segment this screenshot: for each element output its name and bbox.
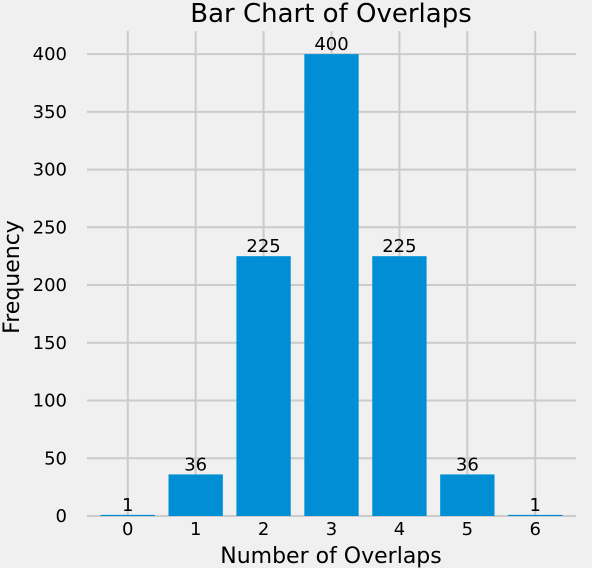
bar [372, 256, 427, 516]
bar-value-label: 1 [530, 495, 541, 516]
bar-value-label: 1 [122, 495, 133, 516]
bar-value-label: 225 [246, 236, 280, 257]
x-axis-label: Number of Overlaps [220, 544, 442, 568]
bars [100, 54, 563, 516]
y-tick-label: 250 [33, 217, 67, 238]
bar-value-label: 225 [382, 236, 416, 257]
bar [508, 514, 563, 516]
y-tick-label: 200 [33, 275, 67, 296]
y-tick-label: 400 [33, 44, 67, 65]
y-tick-label: 300 [33, 160, 67, 181]
y-tick-label: 150 [33, 333, 67, 354]
bar [304, 54, 359, 516]
x-tick-label: 4 [394, 519, 405, 540]
x-tick-label: 1 [190, 519, 201, 540]
bar-value-label: 36 [456, 454, 479, 475]
bar-value-label: 400 [314, 34, 348, 55]
bar [440, 474, 495, 516]
y-tick-label: 350 [33, 102, 67, 123]
bar-value-label: 36 [184, 454, 207, 475]
x-tick-label: 5 [462, 519, 473, 540]
x-tick-label: 0 [122, 519, 133, 540]
y-axis-label: Frequency [0, 220, 25, 334]
y-tick-label: 100 [33, 391, 67, 412]
bar [236, 256, 291, 516]
data-labels: 1 36 225 400 225 36 1 [122, 34, 541, 516]
x-axis-ticks: 0 1 2 3 4 5 6 [122, 519, 541, 540]
x-tick-label: 3 [326, 519, 337, 540]
y-axis-ticks: 0 50 100 150 200 250 300 350 400 [33, 44, 67, 527]
y-tick-label: 50 [44, 448, 67, 469]
bar [168, 474, 223, 516]
chart-title: Bar Chart of Overlaps [190, 0, 472, 29]
bar [100, 514, 155, 516]
y-tick-label: 0 [56, 506, 67, 527]
x-tick-label: 6 [530, 519, 541, 540]
x-tick-label: 2 [258, 519, 269, 540]
